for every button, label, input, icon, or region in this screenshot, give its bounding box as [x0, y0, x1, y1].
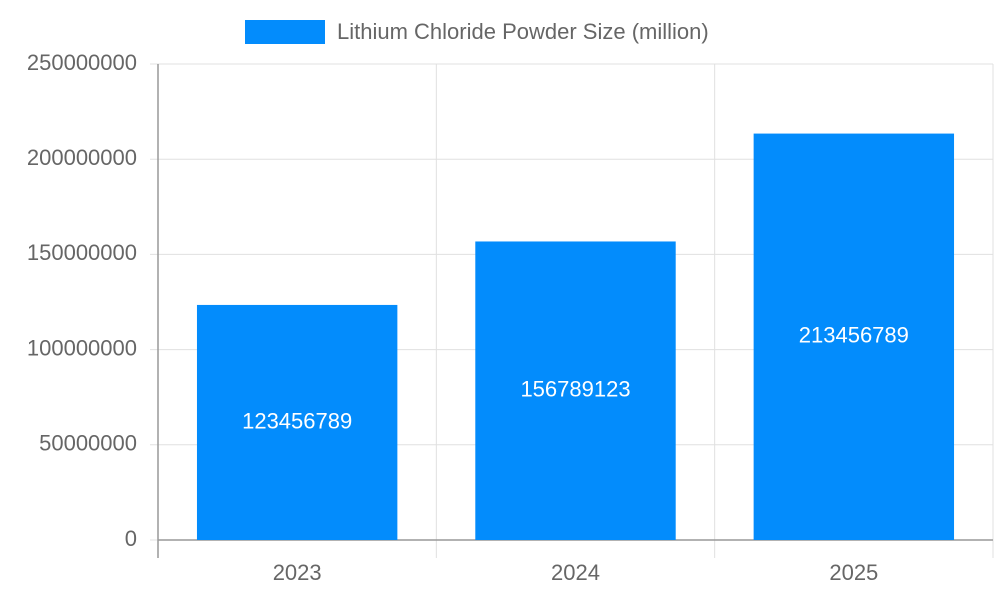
data-label: 123456789 — [242, 408, 352, 433]
y-tick-label: 200000000 — [27, 145, 137, 170]
legend-swatch — [245, 20, 325, 44]
legend-label: Lithium Chloride Powder Size (million) — [337, 19, 709, 44]
bar — [475, 241, 676, 540]
x-tick-label: 2025 — [829, 560, 878, 585]
y-tick-label: 100000000 — [27, 335, 137, 360]
x-tick-label: 2024 — [551, 560, 600, 585]
y-tick-label: 50000000 — [39, 431, 137, 456]
x-tick-label: 2023 — [273, 560, 322, 585]
data-label: 213456789 — [799, 323, 909, 348]
y-tick-label: 0 — [125, 526, 137, 551]
y-tick-label: 150000000 — [27, 240, 137, 265]
bar — [196, 304, 398, 540]
data-label: 156789123 — [520, 377, 630, 402]
bar — [753, 133, 955, 540]
y-tick-label: 250000000 — [27, 50, 137, 75]
